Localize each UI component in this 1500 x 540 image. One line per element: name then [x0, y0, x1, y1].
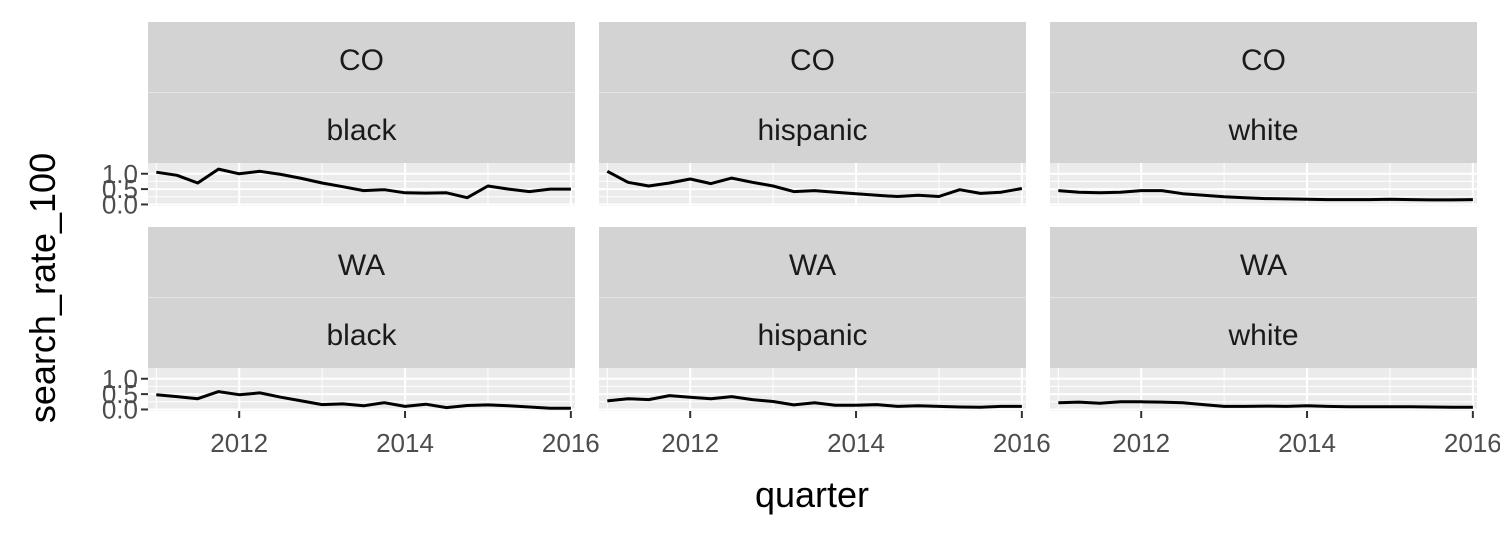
facet-label-state: CO [790, 44, 835, 77]
y-tick-label: 0.0 [102, 189, 138, 219]
plot-background [148, 163, 575, 206]
facet-panel: CO black 0.00.51.0 [102, 22, 575, 219]
x-tick-label: 2016 [993, 428, 1051, 458]
series-line [1058, 189, 1473, 202]
facet-label-state: WA [338, 249, 385, 282]
plot-background [1050, 368, 1477, 411]
plot-background [148, 368, 575, 411]
x-tick-label: 2014 [376, 428, 434, 458]
series-line [156, 167, 571, 200]
x-tick-label: 2014 [827, 428, 885, 458]
y-tick-label: 0.5 [102, 174, 138, 204]
plot-background [599, 368, 1026, 411]
facet-label-race: white [1227, 319, 1298, 352]
facet-panels: COblack0.00.51.0COhispanicCOwhiteWAblack… [102, 22, 1500, 458]
facet-label-race: hispanic [757, 319, 867, 352]
series-line [606, 169, 1023, 198]
facet-label-race: white [1227, 114, 1298, 147]
series-line [1058, 400, 1473, 409]
facet-label-state: WA [1240, 249, 1287, 282]
facet-label-state: WA [789, 249, 836, 282]
facet-label-race: black [326, 114, 397, 147]
facet-label-race: hispanic [757, 114, 867, 147]
series-line [607, 394, 1022, 409]
x-tick-label: 2016 [542, 428, 600, 458]
facet-panel: WA black 0.00.51.0 2012 2014 2016 [102, 227, 600, 458]
y-tick-label: 0.0 [102, 394, 138, 424]
y-tick-label: 1.0 [102, 159, 138, 189]
y-tick-label: 1.0 [102, 364, 138, 394]
y-tick-label: 0.5 [102, 379, 138, 409]
x-tick-label: 2012 [210, 428, 268, 458]
facet-label-state: CO [1241, 44, 1286, 77]
plot-background [599, 163, 1026, 206]
x-tick-label: 2014 [1278, 428, 1336, 458]
facet-panel: CO hispanic [599, 22, 1026, 206]
x-axis-title: quarter [755, 474, 869, 515]
facet-label-state: CO [339, 44, 384, 77]
series-line [156, 390, 571, 410]
facet-panel: CO white [1050, 22, 1477, 206]
x-tick-label: 2012 [661, 428, 719, 458]
facet-panel: WA white 2012 2014 2016 [1050, 227, 1500, 458]
facet-label-race: black [326, 319, 397, 352]
facet-panel: WA hispanic 2012 2014 2016 [599, 227, 1051, 458]
x-tick-label: 2012 [1112, 428, 1170, 458]
y-axis-title: search_rate_100 [22, 153, 63, 423]
x-tick-label: 2016 [1444, 428, 1500, 458]
